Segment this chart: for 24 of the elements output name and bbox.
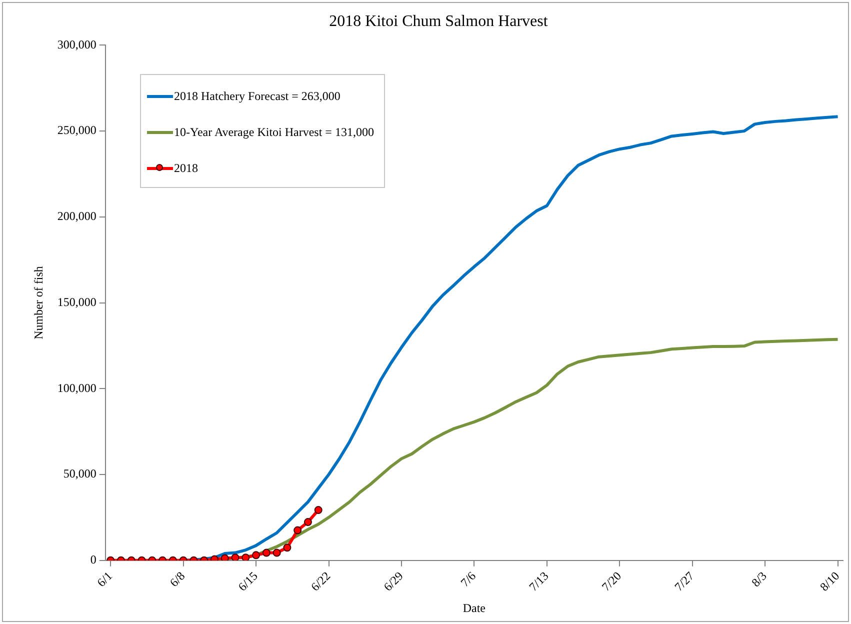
x-tick-label: 8/3 <box>748 568 770 590</box>
y-tick-label: 50,000 <box>63 466 96 481</box>
legend-label: 2018 Hatchery Forecast = 263,000 <box>174 88 340 104</box>
chart-title: 2018 Kitoi Chum Salmon Harvest <box>329 12 548 30</box>
x-tick-label: 7/6 <box>458 568 479 590</box>
x-tick-label: 6/22 <box>308 568 334 594</box>
x-axis-title: Date <box>462 600 486 615</box>
x-tick-label: 6/15 <box>235 568 260 594</box>
y-tick-label: 200,000 <box>57 209 96 224</box>
x-tick-label: 6/1 <box>94 568 115 590</box>
y-axis-title: Number of fish <box>31 266 46 340</box>
x-tick-label: 7/13 <box>526 568 552 594</box>
x-tick-label: 7/20 <box>598 568 624 594</box>
y-tick-label: 300,000 <box>57 37 96 52</box>
x-tick-label: 8/10 <box>817 568 842 594</box>
legend-label: 10-Year Average Kitoi Harvest = 131,000 <box>174 124 374 140</box>
x-tick-label: 6/8 <box>166 568 188 590</box>
x-tick-label: 6/29 <box>380 568 406 594</box>
y-tick-label: 100,000 <box>57 380 96 395</box>
y-tick-label: 0 <box>90 552 96 566</box>
y-tick-label: 250,000 <box>57 123 96 138</box>
y-tick-label: 150,000 <box>57 294 96 309</box>
x-tick-label: 7/27 <box>672 568 697 594</box>
legend-label: 2018 <box>174 160 198 176</box>
